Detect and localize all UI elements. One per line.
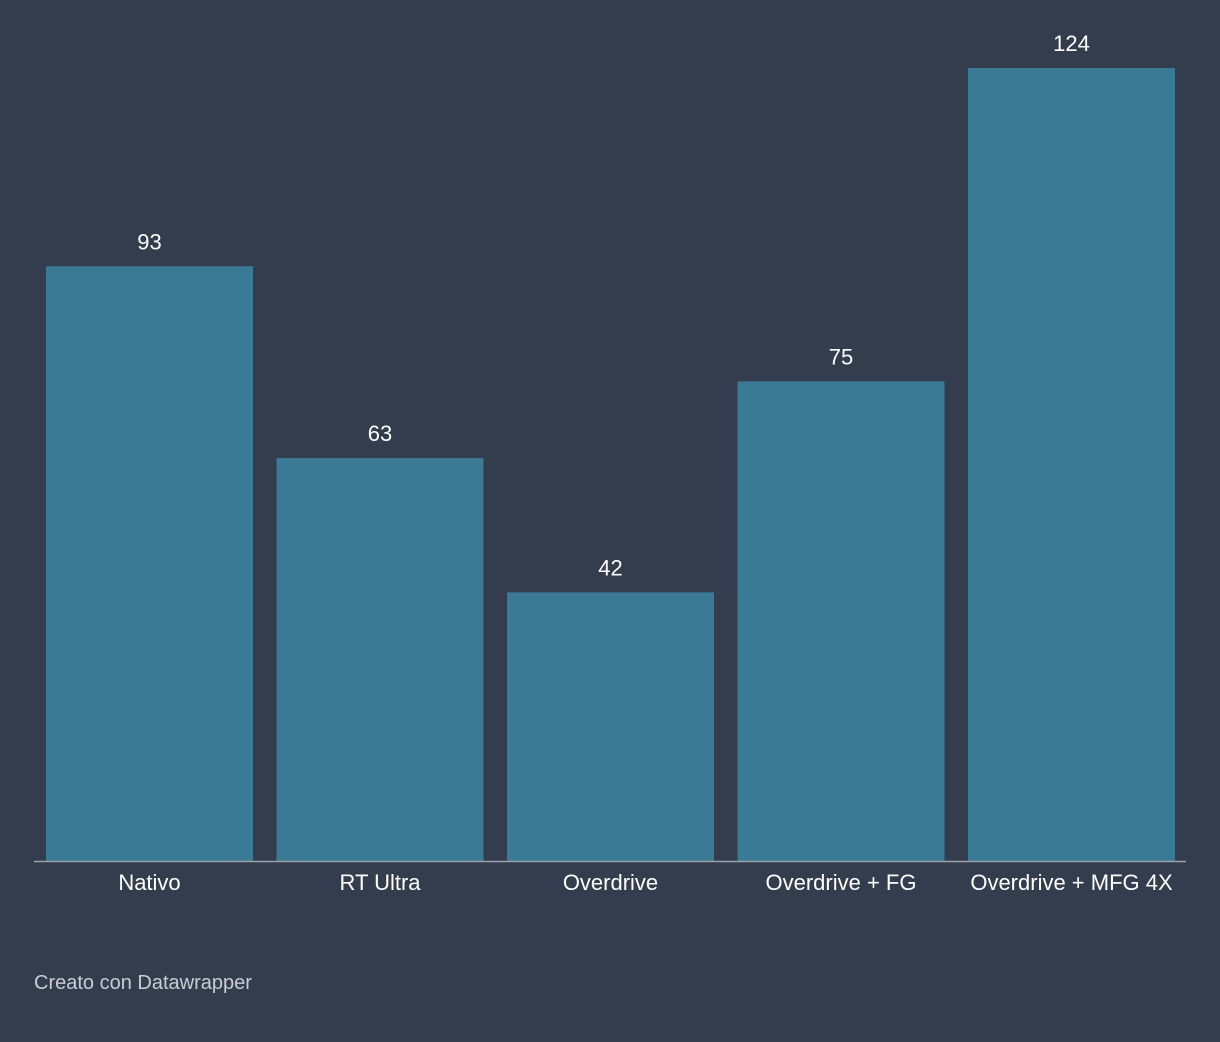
category-label: Overdrive + MFG 4X	[970, 870, 1173, 895]
bar-rt-ultra	[276, 458, 484, 861]
bar-value-label: 63	[368, 421, 392, 446]
bar-overdrive-fg	[737, 381, 945, 861]
bar-overdrive-mfg-4x	[968, 68, 1175, 861]
category-label: Nativo	[118, 870, 180, 895]
bar-nativo	[46, 266, 253, 861]
bar-value-label: 42	[598, 555, 622, 580]
bar-value-label: 93	[137, 229, 161, 254]
category-label: Overdrive	[563, 870, 658, 895]
bar-overdrive	[507, 592, 714, 861]
datawrapper-credit: Creato con Datawrapper	[34, 972, 252, 994]
bar-value-label: 124	[1053, 31, 1090, 56]
category-label: RT Ultra	[339, 870, 421, 895]
bar-value-label: 75	[829, 344, 853, 369]
category-label: Overdrive + FG	[766, 870, 917, 895]
